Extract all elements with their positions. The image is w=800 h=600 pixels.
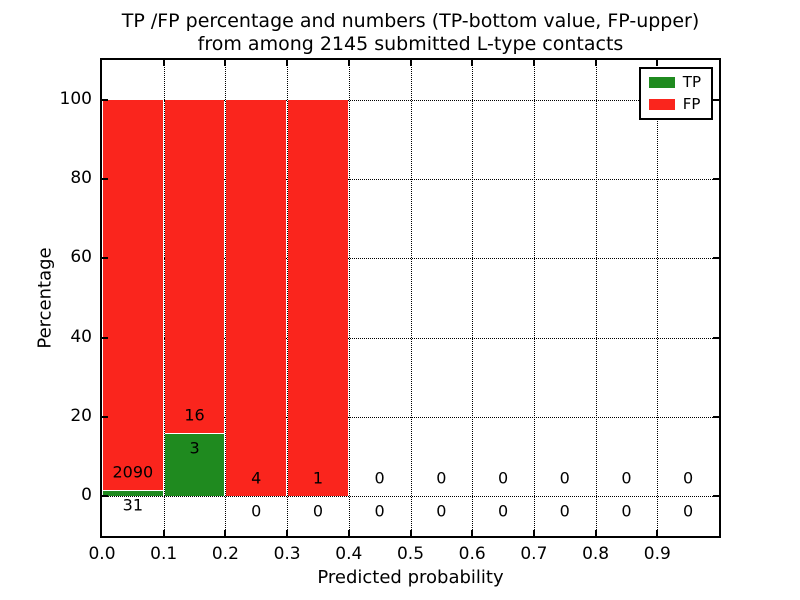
tp-count-label: 0 [621,501,632,521]
chart-title-line2: from among 2145 submitted L-type contact… [197,33,624,55]
x-tick-top [286,60,289,66]
y-tick-right [713,336,719,339]
legend-label-tp: TP [682,73,701,91]
x-tick-top [594,60,597,66]
tp-count-label: 0 [374,501,385,521]
tp-count-label: 31 [122,495,144,515]
fp-count-label: 0 [683,468,694,488]
tp-bar [103,490,163,497]
x-tick-top [656,60,659,66]
legend-item-tp: TP [648,73,701,91]
tp-swatch [648,77,675,88]
y-tick [102,495,108,498]
fp-count-label: 1 [312,468,324,488]
x-tick-label: 0.9 [643,544,671,564]
x-tick-top [532,60,535,66]
x-tick-top [347,60,350,66]
fp-count-label: 0 [497,468,509,488]
x-tick [532,530,535,536]
x-tick [347,530,350,536]
tp-bar [164,433,225,497]
tp-count-label: 0 [497,501,509,521]
x-tick [471,530,474,536]
x-tick-label: 0.6 [458,544,486,564]
fp-count-label: 0 [559,468,570,488]
v-gridline [533,60,535,536]
y-tick-right [713,495,719,498]
v-gridline [225,60,227,536]
y-tick-label: 80 [70,168,92,188]
v-gridline [472,60,474,536]
x-tick [224,530,227,536]
x-axis-label: Predicted probability [317,567,504,588]
fp-count-label: 0 [374,468,385,488]
tp-count-label: 0 [312,501,324,521]
x-tick-top [471,60,474,66]
x-tick [286,530,289,536]
y-tick-label: 20 [70,406,92,426]
x-tick-label: 0.2 [211,544,239,564]
plot-area: 2090 31 16 3 4 0 1 0 0 0 0 0 0 0 0 0 0 0 0 0 TP FP [100,58,721,538]
x-tick [656,530,659,536]
y-tick-right [713,257,719,260]
fp-count-label: 0 [436,468,447,488]
x-tick-top [224,60,227,66]
x-tick-label: 0.0 [88,544,116,564]
fp-bar [103,99,163,490]
legend-item-fp: FP [648,95,701,113]
x-tick [409,530,412,536]
y-tick-right [713,416,719,418]
v-gridline [348,60,350,536]
tp-count-label: 3 [189,438,200,458]
fp-swatch [648,99,675,110]
y-tick-right [713,98,719,101]
legend-label-fp: FP [682,95,701,113]
legend: TP FP [638,67,713,120]
y-tick-label: 0 [81,485,92,506]
x-tick [594,530,597,536]
x-tick-top [162,60,165,66]
y-tick [102,257,108,260]
fp-count-label: 4 [251,468,262,488]
x-tick-label: 0.1 [150,544,178,564]
y-tick [102,178,108,180]
v-gridline [410,60,412,536]
y-tick [102,336,108,339]
fp-bar [226,99,287,497]
x-tick-label: 0.8 [582,544,610,564]
x-tick-label: 0.7 [520,544,548,564]
tp-count-label: 0 [436,501,447,521]
v-gridline [595,60,597,536]
x-tick-label: 0.3 [273,544,301,564]
y-tick-right [713,178,719,180]
fp-count-label: 16 [184,405,205,425]
x-tick [162,530,165,536]
fp-count-label: 2090 [112,462,154,482]
v-gridline [287,60,289,536]
fp-bar [164,99,225,433]
y-tick-label: 100 [59,88,92,109]
x-tick-top [409,60,412,66]
y-tick [102,416,108,418]
v-gridline [163,60,165,536]
x-tick-label: 0.5 [396,544,425,564]
v-gridline [657,60,659,536]
fp-count-label: 0 [621,468,632,488]
fp-bar [288,99,348,497]
chart-title: TP /FP percentage and numbers (TP-bottom… [100,10,721,56]
tp-count-label: 0 [683,501,694,521]
tp-count-label: 0 [251,501,262,521]
y-tick-label: 40 [70,326,92,347]
y-tick-label: 60 [70,247,92,268]
y-tick [102,98,108,101]
chart-title-line1: TP /FP percentage and numbers (TP-bottom… [121,10,700,32]
x-tick-label: 0.4 [335,544,363,564]
tp-count-label: 0 [559,501,570,521]
